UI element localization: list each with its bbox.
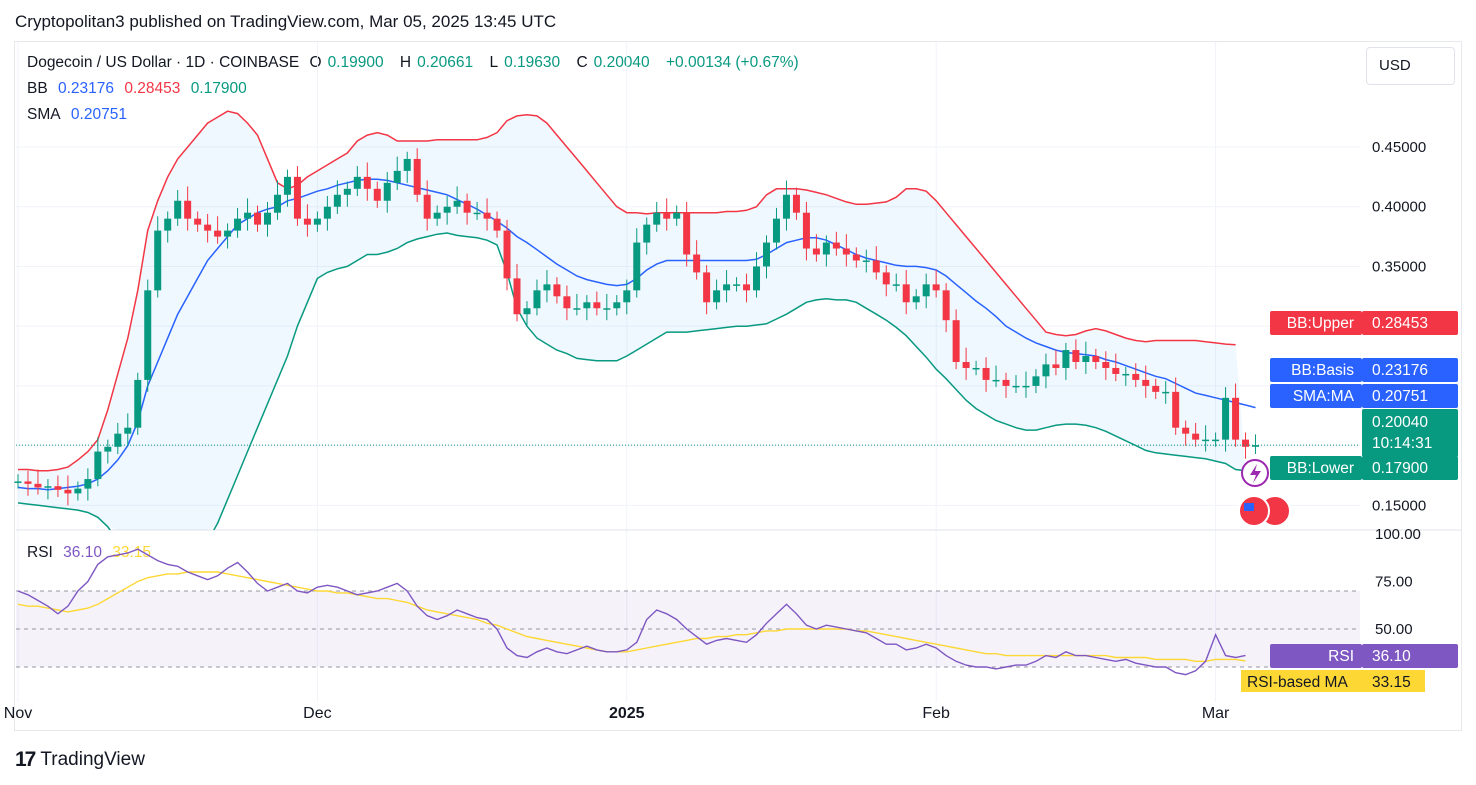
bb-basis-value: 0.23176 [58, 80, 115, 97]
tradingview-logo-icon: 17 [15, 748, 36, 771]
brand-name: TradingView [40, 749, 145, 770]
open-label: O [309, 54, 322, 71]
low-label: L [489, 54, 499, 71]
bb-upper-value: 0.28453 [124, 80, 181, 97]
high-value: 0.20661 [417, 54, 474, 71]
low-value: 0.19630 [504, 54, 561, 71]
publish-header: Cryptopolitan3 published on TradingView.… [15, 12, 557, 31]
symbol-title[interactable]: Dogecoin / US Dollar · 1D · COINBASE [27, 54, 300, 71]
footer: 17 TradingView [15, 748, 145, 772]
close-label: C [576, 54, 588, 71]
bb-lower-value: 0.17900 [190, 80, 247, 97]
currency-button[interactable]: USD [1366, 47, 1455, 85]
chart-frame [14, 41, 1462, 731]
close-value: 0.20040 [593, 54, 650, 71]
open-value: 0.19900 [327, 54, 384, 71]
bb-legend[interactable]: BB 0.23176 0.28453 0.17900 [27, 80, 253, 98]
symbol-legend: Dogecoin / US Dollar · 1D · COINBASE O 0.… [27, 54, 805, 72]
sma-value: 0.20751 [70, 106, 127, 123]
rsi-legend[interactable]: RSI 36.10 33.15 [27, 544, 157, 562]
sma-legend[interactable]: SMA 0.20751 [27, 106, 133, 124]
change-value: +0.00134 (+0.67%) [665, 54, 799, 71]
bb-label: BB [27, 80, 48, 97]
rsi-value: 36.10 [63, 544, 102, 561]
high-label: H [399, 54, 412, 71]
sma-label: SMA [27, 106, 61, 123]
rsi-label: RSI [27, 544, 53, 561]
rsi-ma-value: 33.15 [112, 544, 152, 561]
